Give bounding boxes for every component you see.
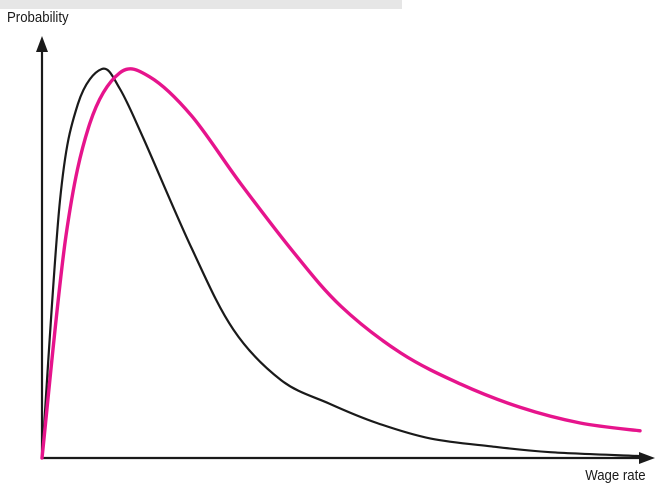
series-line-2 xyxy=(40,67,642,460)
y-axis-arrowhead xyxy=(36,36,48,52)
series-line-1 xyxy=(40,67,642,460)
x-axis-arrowhead xyxy=(639,452,655,464)
series-layer xyxy=(40,67,642,460)
top-gray-bar xyxy=(0,0,402,9)
y-axis-label: Probability xyxy=(7,9,69,26)
x-axis-label: Wage rate xyxy=(585,467,646,484)
